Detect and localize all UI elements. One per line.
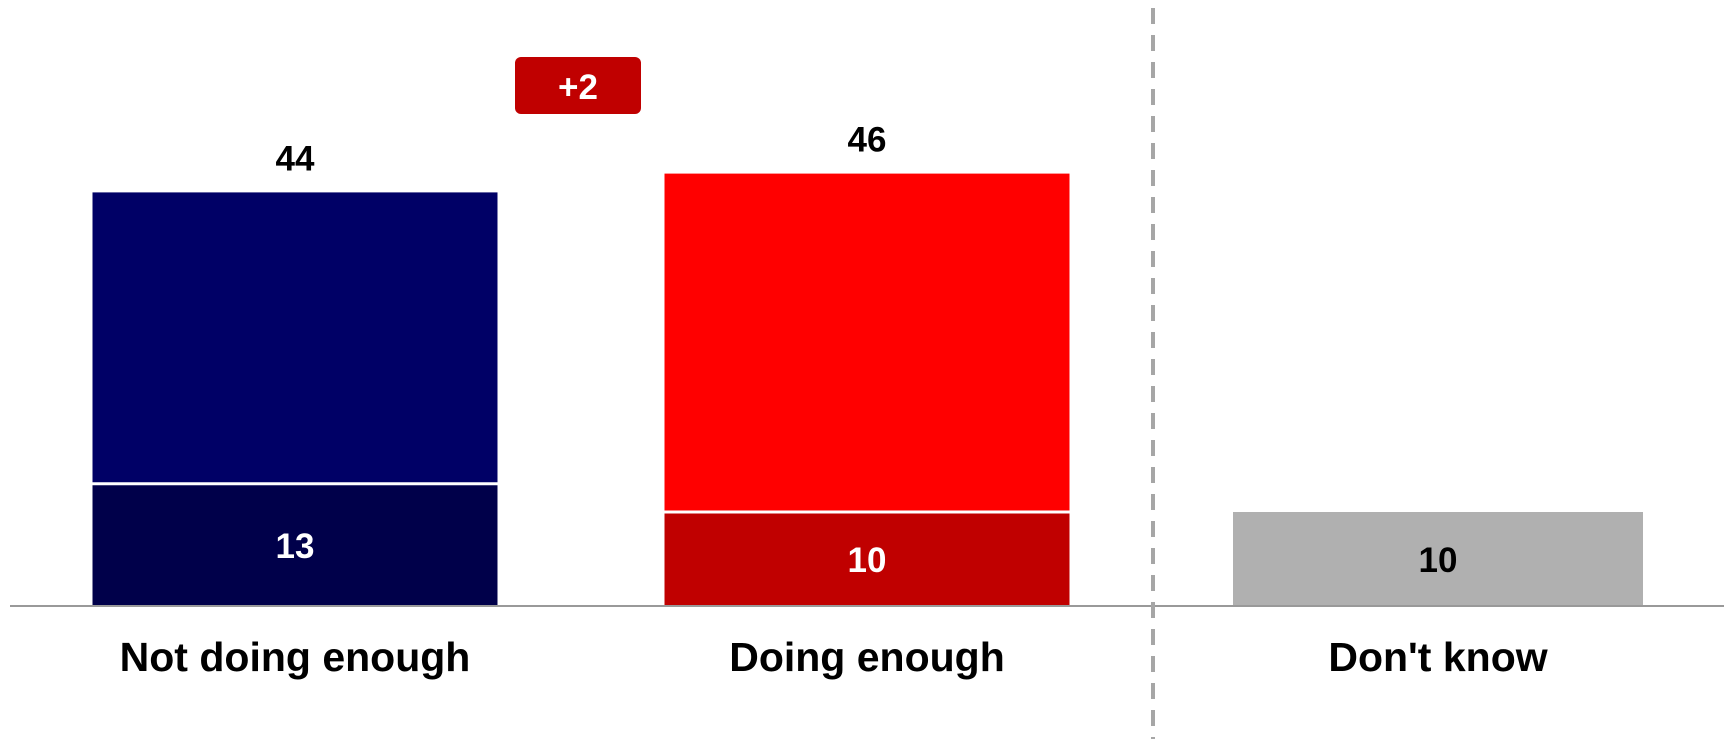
data-label-inner-not-doing-enough: 13	[276, 527, 315, 566]
bar-don-t-know	[1233, 512, 1643, 606]
change-badge-label: +2	[558, 68, 598, 107]
data-label-total-don-t-know: 10	[1419, 541, 1458, 580]
data-label-total-not-doing-enough: 44	[276, 139, 315, 178]
bar-inner-doing-enough	[664, 512, 1070, 606]
bar-inner-not-doing-enough	[92, 483, 498, 606]
data-label-total-doing-enough: 46	[848, 121, 887, 160]
category-label-doing-enough: Doing enough	[729, 634, 1005, 680]
category-label-don-t-know: Don't know	[1328, 634, 1547, 680]
data-label-inner-doing-enough: 10	[848, 541, 887, 580]
category-label-not-doing-enough: Not doing enough	[120, 634, 471, 680]
change-badge	[515, 57, 641, 114]
